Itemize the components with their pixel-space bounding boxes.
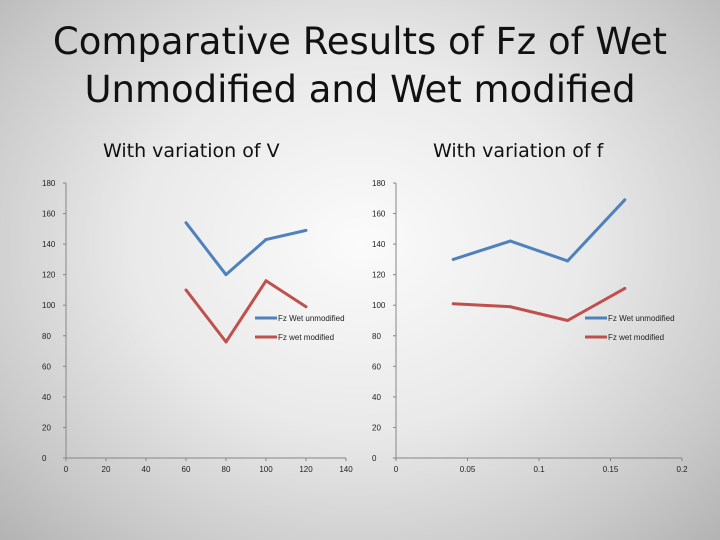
x-tick-label-f: 0: [394, 465, 399, 474]
data-point-v-fz-wet-unmodified: [304, 228, 308, 232]
series-line-v-fz-wet-unmodified: [184, 221, 307, 277]
y-tick-label-v: 120: [42, 271, 56, 280]
y-tick-label-f: 180: [372, 179, 386, 188]
y-tick-label-f: 100: [372, 301, 386, 310]
y-tick-label-v: 60: [42, 362, 51, 371]
data-point-f-fz-wet-modified: [451, 302, 455, 306]
y-tick-label-v: 140: [42, 240, 56, 249]
legend-label-f-fz-wet-unmodified: Fz Wet unmodified: [608, 314, 675, 323]
x-tick-label-v: 120: [299, 465, 313, 474]
series-line-f-fz-wet-unmodified: [452, 198, 626, 263]
y-tick-label-v: 100: [42, 301, 56, 310]
legend-label-v-fz-wet-modified: Fz wet modified: [278, 333, 334, 342]
y-tick-label-f: 140: [372, 240, 386, 249]
data-point-v-fz-wet-modified: [184, 288, 188, 292]
x-tick-label-v: 20: [102, 465, 111, 474]
y-tick-label-f: 20: [372, 423, 381, 432]
data-point-v-fz-wet-modified: [224, 340, 228, 344]
y-tick-label-v: 80: [42, 332, 51, 341]
series-line-v-fz-wet-modified: [184, 279, 307, 344]
x-tick-label-f: 0.15: [603, 465, 619, 474]
y-tick-label-f: 80: [372, 332, 381, 341]
y-tick-label-v: 40: [42, 393, 51, 402]
slide-title-line1: Comparative Results of Fz of Wet: [52, 20, 668, 63]
y-tick-label-f: 40: [372, 393, 381, 402]
y-tick-label-v: 180: [42, 179, 56, 188]
legend-label-v-fz-wet-unmodified: Fz Wet unmodified: [278, 314, 345, 323]
x-tick-label-v: 100: [259, 465, 273, 474]
y-tick-label-f: 60: [372, 362, 381, 371]
slide-title-line2: Unmodified and Wet modified: [84, 68, 636, 111]
x-tick-label-v: 0: [64, 465, 69, 474]
x-tick-label-f: 0.1: [533, 465, 545, 474]
slide-title: Comparative Results of Fz of Wet Unmodif…: [0, 18, 720, 114]
x-tick-label-v: 140: [339, 465, 353, 474]
data-point-v-fz-wet-unmodified: [224, 273, 228, 277]
chart-title-v: With variation of V: [103, 140, 280, 162]
y-tick-label-f: 120: [372, 271, 386, 280]
series-line-f-fz-wet-modified: [453, 287, 626, 322]
x-tick-label-f: 0.2: [676, 465, 688, 474]
data-point-v-fz-wet-modified: [264, 279, 268, 283]
x-tick-label-v: 60: [182, 465, 191, 474]
x-tick-label-v: 40: [142, 465, 151, 474]
data-point-v-fz-wet-modified: [304, 305, 308, 309]
y-tick-label-v: 0: [42, 454, 47, 463]
y-tick-label-f: 0: [372, 454, 377, 463]
x-tick-label-f: 0.05: [460, 465, 476, 474]
y-tick-label-v: 160: [42, 210, 56, 219]
data-point-v-fz-wet-unmodified: [264, 238, 268, 242]
data-point-v-fz-wet-unmodified: [184, 221, 188, 225]
y-tick-label-f: 160: [372, 210, 386, 219]
data-point-f-fz-wet-unmodified: [566, 259, 570, 263]
data-point-f-fz-wet-modified: [508, 305, 512, 309]
data-point-f-fz-wet-modified: [566, 319, 570, 322]
data-point-f-fz-wet-unmodified: [508, 239, 512, 243]
x-tick-label-v: 80: [222, 465, 231, 474]
data-point-f-fz-wet-modified: [623, 286, 627, 290]
data-point-f-fz-wet-unmodified: [451, 257, 455, 261]
y-tick-label-v: 20: [42, 423, 51, 432]
legend-label-f-fz-wet-modified: Fz wet modified: [608, 333, 664, 342]
chart-title-f: With variation of f: [433, 140, 604, 162]
data-point-f-fz-wet-unmodified: [623, 198, 627, 202]
